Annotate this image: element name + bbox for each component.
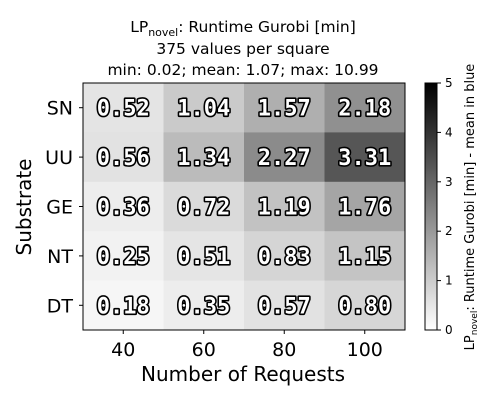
heatmap-cell (163, 280, 245, 331)
y-tick-label: NT (47, 246, 73, 268)
title-prefix-sub: novel (148, 26, 178, 39)
colorbar (424, 82, 438, 331)
heatmap-cell (163, 181, 245, 232)
colorbar-tick-label: 2 (445, 224, 453, 238)
heatmap-cell (324, 231, 406, 282)
heatmap-cell-value: 1.04 (177, 97, 230, 122)
heatmap-cell (324, 83, 406, 133)
heatmap-cell (83, 132, 164, 183)
y-tick-label: SN (47, 98, 73, 120)
heatmap-cell (244, 132, 325, 183)
heatmap-cell-labels: 0.52 1.04 1.57 2.18 0.56 1.34 2.27 3.31 0.36 0.72… (95, 95, 393, 321)
chart-title-line3: min: 0.02; mean: 1.07; max: 10.99 (107, 61, 378, 79)
heatmap-cell-value: 0.25 (97, 245, 150, 270)
heatmap-cell-value: 1.57 (258, 97, 311, 122)
heatmap-cell-value: 0.36 (97, 196, 150, 221)
heatmap-cell-value: 0.52 (97, 97, 150, 122)
x-tick-label: 100 (347, 339, 383, 361)
heatmap-cell-value: 0.80 (338, 294, 391, 319)
heatmap-cell-value: 0.72 (177, 196, 230, 221)
heatmap-cell-value: 0.51 (177, 245, 230, 270)
heatmap-cell (83, 83, 164, 133)
heatmap-cells (83, 83, 406, 331)
colorbar-tick-label: 3 (445, 175, 453, 189)
heatmap-cell-value: 0.57 (258, 294, 311, 319)
heatmap-cell-value: 0.18 (97, 294, 150, 319)
heatmap-cell (324, 181, 406, 232)
colorbar-tick-label: 0 (445, 323, 453, 337)
heatmap-cell (244, 83, 325, 133)
heatmap-cell-value: 0.83 (258, 245, 311, 270)
heatmap-cell-value: 3.31 (338, 146, 391, 171)
x-axis-ticks: 40 60 80 100 (111, 330, 383, 361)
heatmap-cell (83, 231, 164, 282)
colorbar-label-prefix: LP (463, 335, 478, 350)
x-tick-label: 40 (111, 339, 135, 361)
heatmap-cell-value: 1.15 (338, 245, 391, 270)
heatmap-cell-value: 1.19 (258, 196, 311, 221)
y-axis-ticks: SN UU GE NT DT (45, 98, 83, 317)
y-tick-label: GE (46, 197, 73, 219)
colorbar-tick-label: 5 (445, 76, 453, 90)
chart-title-line1: LPnovel: Runtime Gurobi [min] (130, 18, 356, 39)
x-tick-label: 60 (192, 339, 216, 361)
x-tick-label: 80 (272, 339, 296, 361)
heatmap-cell-value: 1.34 (177, 146, 230, 171)
heatmap-cell-value: 0.35 (177, 294, 230, 319)
colorbar-tick-label: 4 (445, 125, 453, 139)
colorbar-ticks: 0 1 2 3 4 5 (437, 76, 453, 337)
colorbar-label-rest: : Runtime Gurobi [min] - mean in blue (463, 64, 478, 311)
heatmap-cell (163, 132, 245, 183)
colorbar-label-sub: novel (470, 311, 480, 336)
heatmap-cell (83, 280, 164, 331)
colorbar-label: LPnovel: Runtime Gurobi [min] - mean in … (463, 64, 480, 351)
title-prefix: LP (130, 18, 148, 36)
title-rest: : Runtime Gurobi [min] (178, 18, 356, 36)
heatmap-cell (83, 181, 164, 232)
heatmap-cell (163, 231, 245, 282)
heatmap-cell-value: 1.76 (338, 196, 391, 221)
heatmap-cell (244, 181, 325, 232)
heatmap-cell-value: 2.18 (338, 97, 391, 122)
heatmap-cell (244, 231, 325, 282)
heatmap-cell (163, 83, 245, 133)
y-axis-label: Substrate (12, 159, 36, 256)
chart-title-line2: 375 values per square (156, 40, 329, 58)
colorbar-tick-label: 1 (445, 274, 453, 288)
heatmap-cell-value: 0.56 (97, 146, 150, 171)
y-tick-label: UU (45, 147, 73, 169)
heatmap-cell (244, 280, 325, 331)
y-tick-label: DT (47, 295, 74, 317)
x-axis-label: Number of Requests (141, 362, 345, 386)
heatmap-cell (324, 280, 406, 331)
heatmap-cell (324, 132, 406, 183)
heatmap-cell-value: 2.27 (258, 146, 311, 171)
